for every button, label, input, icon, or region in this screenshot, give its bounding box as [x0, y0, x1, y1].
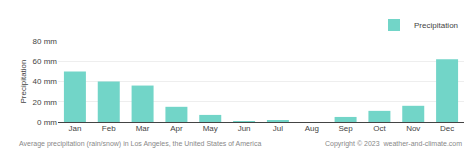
svg-text:Jul: Jul [273, 124, 283, 133]
svg-text:20 mm: 20 mm [33, 98, 58, 107]
svg-text:Aug: Aug [305, 124, 319, 133]
svg-text:40 mm: 40 mm [33, 77, 58, 86]
svg-text:Copyright © 2023 weather-and-: Copyright © 2023 weather-and-climate.com [325, 140, 462, 148]
svg-text:Precipitation: Precipitation [414, 21, 458, 30]
svg-text:Precipitation: Precipitation [19, 59, 28, 103]
svg-text:Mar: Mar [136, 124, 150, 133]
svg-text:Sep: Sep [338, 124, 353, 133]
svg-text:Jan: Jan [68, 124, 81, 133]
svg-text:Nov: Nov [406, 124, 420, 133]
svg-text:Apr: Apr [170, 124, 183, 133]
svg-text:0 mm: 0 mm [37, 118, 57, 127]
svg-text:Average precipitation (rain/sn: Average precipitation (rain/snow) in Los… [19, 140, 261, 148]
svg-text:Jun: Jun [238, 124, 251, 133]
svg-text:Feb: Feb [102, 124, 116, 133]
svg-text:Oct: Oct [373, 124, 386, 133]
svg-text:May: May [203, 124, 218, 133]
svg-text:80 mm: 80 mm [33, 37, 58, 46]
svg-text:60 mm: 60 mm [33, 57, 58, 66]
svg-text:Dec: Dec [440, 124, 454, 133]
